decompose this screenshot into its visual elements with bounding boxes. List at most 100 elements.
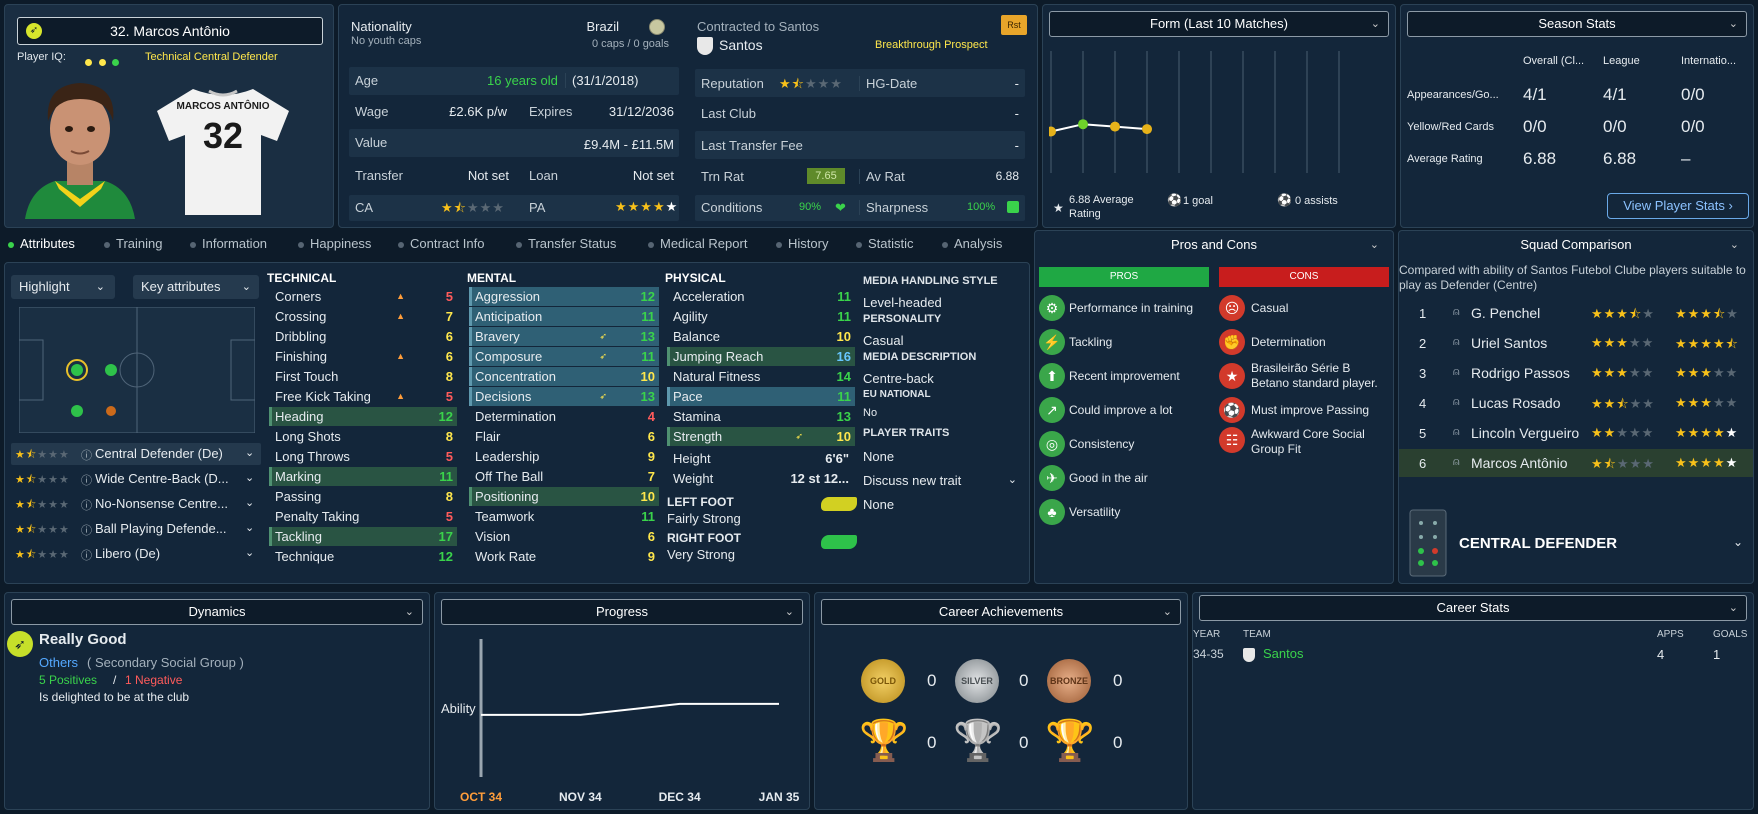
attr-work-rate[interactable]: Work Rate 9 [469, 547, 659, 566]
tab-history[interactable]: History [776, 236, 828, 251]
squad-header[interactable]: Squad Comparison ⌄ [1405, 233, 1747, 259]
squad-row[interactable]: 3 ⍝ Rodrigo Passos ★★★★★ ★★★★★ [1399, 359, 1753, 387]
chevron-down-icon: ⌄ [241, 281, 251, 293]
attr-passing[interactable]: Passing 8 [269, 487, 457, 506]
tab-happiness[interactable]: Happiness [298, 236, 371, 251]
mental-title: MENTAL [467, 271, 517, 285]
attr-strength[interactable]: Strength ➶ 10 [667, 427, 855, 446]
person-icon: ⍝ [1453, 306, 1460, 318]
attr-crossing[interactable]: Crossing ▲ 7 [269, 307, 457, 326]
highlight-dropdown[interactable]: Highlight ⌄ [11, 275, 115, 299]
role-row[interactable]: ★⯪★★★ ⓘ Central Defender (De) ⌄ [11, 443, 261, 465]
attr-technique[interactable]: Technique 12 [269, 547, 457, 566]
form-dropdown[interactable]: Form (Last 10 Matches) ⌄ [1049, 11, 1389, 37]
social-group-sub: ( Secondary Social Group ) [87, 655, 244, 670]
physical-title: PHYSICAL [665, 271, 726, 285]
player-name-box[interactable]: ➶ 32. Marcos Antônio [17, 17, 323, 45]
progress-tick-label: NOV 34 [559, 790, 602, 804]
dynamics-positives[interactable]: 5 Positives [39, 673, 98, 687]
loan-value[interactable]: Not set [632, 168, 674, 183]
role-row[interactable]: ★⯪★★★ ⓘ Libero (De) ⌄ [11, 543, 261, 565]
player-shirt: MARCOS ANTÔNIO 32 [153, 79, 293, 219]
pros-cons-header[interactable]: Pros and Cons ⌄ [1041, 233, 1387, 259]
attr-label: Positioning [475, 489, 539, 504]
career-team[interactable]: Santos [1263, 646, 1304, 661]
career-row[interactable]: 34-35 Santos 4 1 [1193, 645, 1753, 665]
tab-contract-info[interactable]: Contract Info [398, 236, 484, 251]
attr-composure[interactable]: Composure ➶ 11 [469, 347, 659, 366]
wage-row: Wage £2.6K p/w Expires 31/12/2036 [349, 99, 679, 125]
attr-balance[interactable]: Balance 10 [667, 327, 855, 346]
attr-concentration[interactable]: Concentration 10 [469, 367, 659, 386]
squad-row[interactable]: 6 ⍝ Marcos Antônio ★⯪★★★ ★★★★★ [1399, 449, 1753, 477]
rst-badge[interactable]: Rst [1001, 15, 1027, 35]
av-value: 6.88 [995, 169, 1019, 183]
attr-vision[interactable]: Vision 6 [469, 527, 659, 546]
season-dropdown[interactable]: Season Stats ⌄ [1407, 11, 1747, 37]
attr-decisions[interactable]: Decisions ➶ 13 [469, 387, 659, 406]
position-pitch[interactable] [19, 307, 255, 433]
attr-stamina[interactable]: Stamina 13 [667, 407, 855, 426]
attr-penalty-taking[interactable]: Penalty Taking 5 [269, 507, 457, 526]
role-name: Wide Centre-Back (D... [95, 471, 229, 486]
season-col-intl: Internatio... [1681, 55, 1737, 67]
social-group[interactable]: Others [39, 655, 79, 670]
trend-up-icon: ↗ [1039, 397, 1065, 423]
achievements-dropdown[interactable]: Career Achievements ⌄ [821, 599, 1181, 625]
attr-leadership[interactable]: Leadership 9 [469, 447, 659, 466]
attr-value: 11 [641, 309, 655, 324]
attr-aggression[interactable]: Aggression 12 [469, 287, 659, 306]
attr-long-shots[interactable]: Long Shots 8 [269, 427, 457, 446]
attr-free-kick[interactable]: Free Kick Taking ▲ 5 [269, 387, 457, 406]
value-value: £9.4M - £11.5M [583, 137, 674, 152]
attr-finishing[interactable]: Finishing ▲ 6 [269, 347, 457, 366]
squad-row[interactable]: 4 ⍝ Lucas Rosado ★★⯪★★ ★★★★★ [1399, 389, 1753, 417]
attr-dribbling[interactable]: Dribbling 6 [269, 327, 457, 346]
tab-transfer-status[interactable]: Transfer Status [516, 236, 616, 251]
club-name[interactable]: Santos [719, 37, 763, 53]
attr-long-throws[interactable]: Long Throws 5 [269, 447, 457, 466]
dynamics-negatives[interactable]: 1 Negative [125, 673, 183, 687]
attr-agility[interactable]: Agility 11 [667, 307, 855, 326]
attr-corners[interactable]: Corners ▲ 5 [269, 287, 457, 306]
tab-medical-report[interactable]: Medical Report [648, 236, 747, 251]
squad-row[interactable]: 5 ⍝ Lincoln Vergueiro ★★★★★ ★★★★★ [1399, 419, 1753, 447]
nationality-country[interactable]: Brazil [586, 19, 619, 34]
media-style-title: MEDIA HANDLING STYLE [863, 275, 998, 287]
attr-bravery[interactable]: Bravery ➶ 13 [469, 327, 659, 346]
attr-teamwork[interactable]: Teamwork 11 [469, 507, 659, 526]
eu-title: EU NATIONAL [863, 389, 931, 400]
attr-marking[interactable]: Marking 11 [269, 467, 457, 486]
squad-row[interactable]: 1 ⍝ G. Penchel ★★★⯪★ ★★★⯪★ [1399, 299, 1753, 327]
squad-row[interactable]: 2 ⍝ Uriel Santos ★★★★★ ★★★★⯪ [1399, 329, 1753, 357]
attr-label: Stamina [673, 409, 721, 424]
attr-natural-fitness[interactable]: Natural Fitness 14 [667, 367, 855, 386]
tab-attributes[interactable]: Attributes [8, 236, 75, 251]
tab-information[interactable]: Information [190, 236, 267, 251]
attr-acceleration[interactable]: Acceleration 11 [667, 287, 855, 306]
tab-analysis[interactable]: Analysis [942, 236, 1002, 251]
tab-training[interactable]: Training [104, 236, 162, 251]
dynamics-dropdown[interactable]: Dynamics ⌄ [11, 599, 423, 625]
attr-determination[interactable]: Determination 4 [469, 407, 659, 426]
transfer-value[interactable]: Not set [467, 168, 509, 183]
attr-first-touch[interactable]: First Touch 8 [269, 367, 457, 386]
role-row[interactable]: ★⯪★★★ ⓘ Ball Playing Defende... ⌄ [11, 518, 261, 540]
attr-tackling[interactable]: Tackling 17 [269, 527, 457, 546]
progress-dropdown[interactable]: Progress ⌄ [441, 599, 803, 625]
attr-jumping-reach[interactable]: Jumping Reach 16 [667, 347, 855, 366]
discuss-trait-dropdown[interactable]: Discuss new trait ⌄ [863, 473, 1023, 493]
attr-flair[interactable]: Flair 6 [469, 427, 659, 446]
view-player-stats-button[interactable]: View Player Stats › [1607, 193, 1749, 219]
key-attributes-dropdown[interactable]: Key attributes ⌄ [133, 275, 259, 299]
attr-heading[interactable]: Heading 12 [269, 407, 457, 426]
chevron-down-icon[interactable]: ⌄ [1733, 535, 1744, 549]
role-row[interactable]: ★⯪★★★ ⓘ No-Nonsense Centre... ⌄ [11, 493, 261, 515]
career-dropdown[interactable]: Career Stats ⌄ [1199, 595, 1747, 621]
attr-positioning[interactable]: Positioning 10 [469, 487, 659, 506]
role-row[interactable]: ★⯪★★★ ⓘ Wide Centre-Back (D... ⌄ [11, 468, 261, 490]
attr-pace[interactable]: Pace 11 [667, 387, 855, 406]
tab-statistic[interactable]: Statistic [856, 236, 914, 251]
attr-off-the-ball[interactable]: Off The Ball 7 [469, 467, 659, 486]
attr-anticipation[interactable]: Anticipation 11 [469, 307, 659, 326]
